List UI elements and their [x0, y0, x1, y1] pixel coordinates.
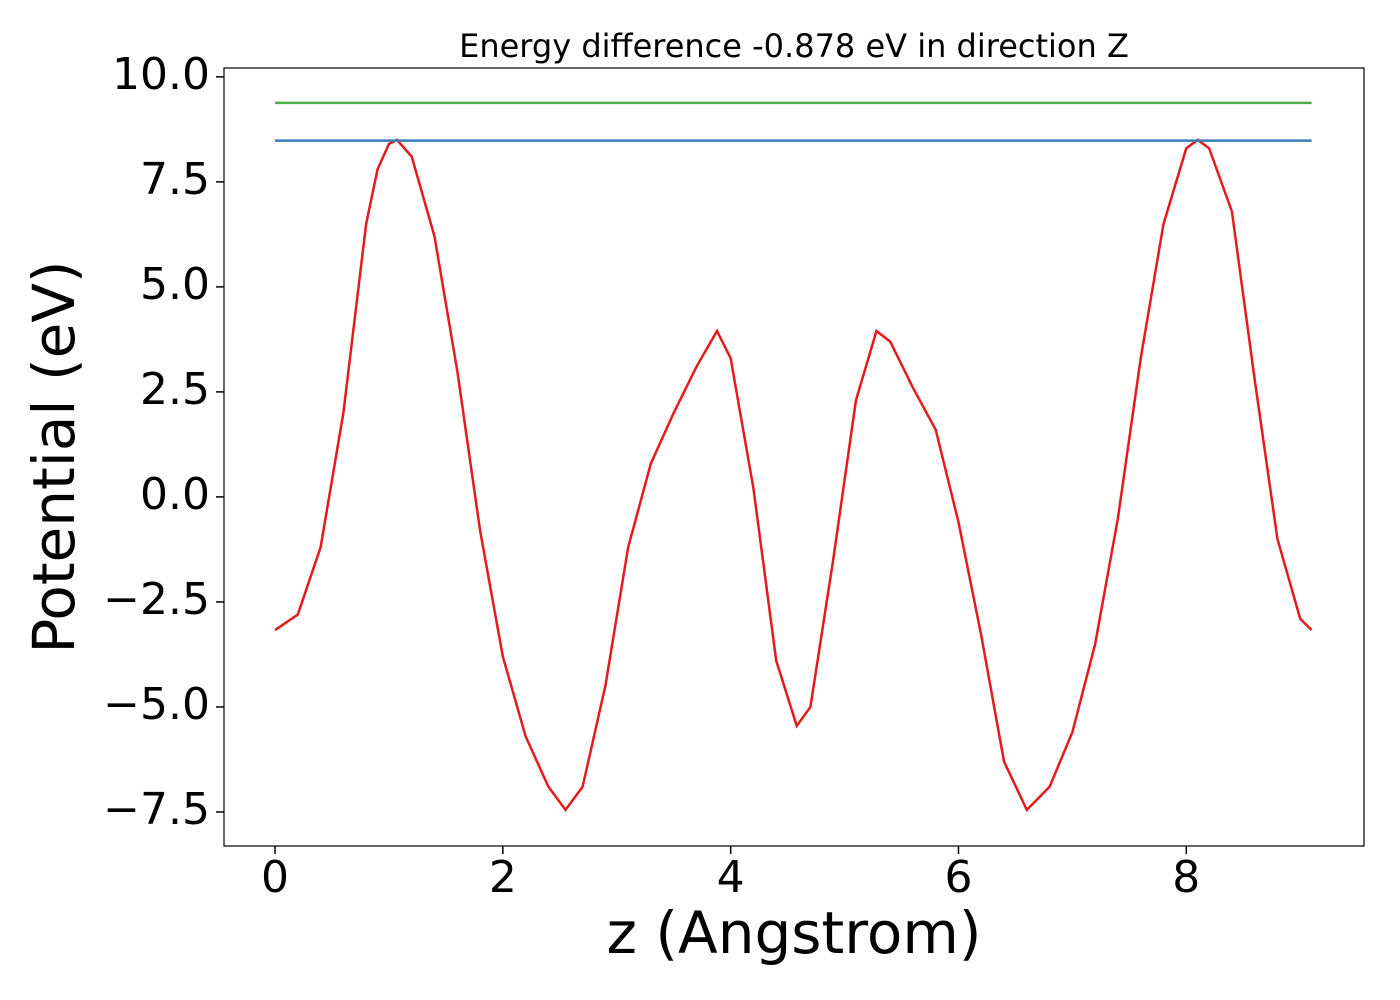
y-tick-label: −5.0 — [103, 679, 210, 730]
chart-title: Energy difference -0.878 eV in direction… — [459, 27, 1129, 65]
x-tick-label: 8 — [1172, 852, 1200, 903]
y-tick-label: 5.0 — [140, 259, 210, 310]
y-tick-label: 10.0 — [112, 49, 210, 100]
x-tick-label: 0 — [261, 852, 289, 903]
y-tick-label: −7.5 — [103, 784, 210, 835]
x-tick-label: 2 — [489, 852, 517, 903]
y-tick-label: −2.5 — [103, 574, 210, 625]
x-tick-label: 6 — [944, 852, 972, 903]
series-line — [274, 138, 1313, 813]
plot-frame — [223, 67, 1365, 847]
x-axis-label: z (Angstrom) — [607, 899, 982, 967]
y-tick-label: 7.5 — [140, 154, 210, 205]
y-axis-label: Potential (eV) — [20, 260, 88, 653]
y-tick-label: 2.5 — [140, 364, 210, 415]
x-tick-label: 4 — [717, 852, 745, 903]
y-tick-label: 0.0 — [140, 469, 210, 520]
